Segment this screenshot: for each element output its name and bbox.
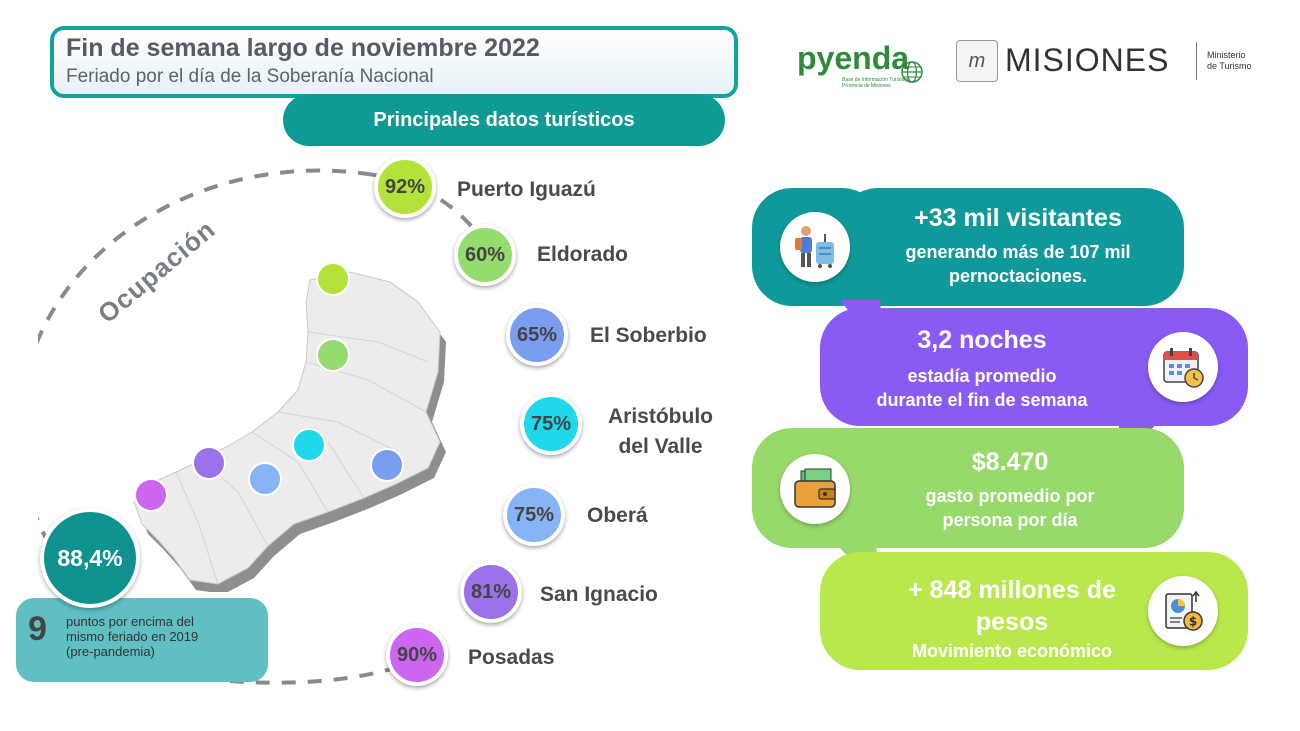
city-name-aristobulo: Aristóbulo del Valle — [608, 402, 713, 462]
nights-subtitle-line-1: estadía promedio — [907, 366, 1057, 386]
map-marker-aristobulo — [292, 428, 326, 462]
map-marker-el-soberbio — [370, 448, 404, 482]
total-occupation: 88,4% — [40, 508, 140, 608]
page-title: Fin de semana largo de noviembre 2022 — [66, 34, 540, 62]
financial-report-icon: $ — [1148, 576, 1218, 646]
pyenda-tagline-line-1: Base de Información Turística — [842, 77, 909, 83]
movement-title-line-1: + 848 millones de — [908, 576, 1116, 604]
map-marker-puerto-iguazu — [316, 262, 350, 296]
city-value-san-ignacio: 81% — [460, 561, 522, 623]
visitors-panel — [838, 188, 1184, 306]
city-name-aristobulo-line-2: del Valle — [618, 435, 703, 458]
spend-title: $8.470 — [971, 448, 1049, 476]
city-value-posadas: 90% — [386, 624, 448, 686]
visitors-title: +33 mil visitantes — [914, 204, 1122, 232]
ministerio-label: Ministerio de Turismo — [1207, 50, 1252, 72]
city-value-obera: 75% — [503, 484, 565, 546]
points-text-line-3: (pre-pandemia) — [66, 644, 155, 659]
globe-icon — [901, 61, 923, 83]
map-marker-posadas — [134, 478, 168, 512]
movement-subtitle: Movimiento económico — [911, 641, 1113, 661]
city-name-aristobulo-line-1: Aristóbulo — [608, 405, 713, 428]
ministerio-line-1: Ministerio — [1207, 50, 1246, 60]
movement-title: + 848 millones de pesos — [862, 574, 1162, 638]
misiones-map — [133, 271, 446, 592]
points-above-text: puntos por encima del mismo feriado en 2… — [66, 614, 266, 659]
city-name-puerto-iguazu: Puerto Iguazú — [457, 178, 596, 201]
ministerio-line-2: de Turismo — [1207, 61, 1252, 71]
misiones-emblem-icon: m — [956, 40, 998, 82]
spend-subtitle-line-1: gasto promedio por — [925, 486, 1095, 506]
city-value-el-soberbio: 65% — [506, 304, 568, 366]
logo-divider — [1196, 42, 1197, 80]
spend-subtitle: gasto promedio por persona por día — [860, 484, 1160, 532]
city-name-el-soberbio: El Soberbio — [590, 324, 707, 347]
city-value-aristobulo: 75% — [520, 393, 582, 455]
city-name-posadas: Posadas — [468, 646, 555, 669]
pyenda-tagline: Base de Información Turística Provincia … — [842, 77, 908, 89]
pyenda-tagline-line-2: Provincia de Misiones — [842, 83, 891, 89]
city-name-obera: Oberá — [587, 504, 648, 527]
city-name-eldorado: Eldorado — [537, 243, 629, 266]
section-heading: Principales datos turísticos — [283, 94, 725, 146]
wallet-icon — [780, 454, 850, 524]
traveler-icon — [780, 212, 850, 282]
visitors-subtitle: generando más de 107 mil pernoctaciones. — [858, 240, 1178, 288]
misiones-logo: MISIONES — [1005, 42, 1170, 78]
comparison-box — [16, 598, 268, 682]
city-value-eldorado: 60% — [454, 224, 516, 286]
points-text-line-2: mismo feriado en 2019 — [66, 629, 199, 644]
movement-title-line-2: pesos — [975, 608, 1049, 636]
nights-title: 3,2 noches — [917, 326, 1047, 354]
page-subtitle: Feriado por el día de la Soberanía Nacio… — [66, 66, 434, 87]
calendar-icon — [1148, 332, 1218, 402]
visitors-subtitle-line-2: pernoctaciones. — [948, 266, 1088, 286]
map-marker-eldorado — [316, 338, 350, 372]
map-marker-san-ignacio — [192, 446, 226, 480]
points-text-line-1: puntos por encima del — [66, 614, 194, 629]
visitors-subtitle-line-1: generando más de 107 mil — [905, 242, 1131, 262]
pyenda-logo: pyenda — [797, 40, 910, 76]
nights-subtitle: estadía promedio durante el fin de seman… — [832, 364, 1132, 412]
svg-text:$: $ — [1189, 615, 1197, 629]
spend-subtitle-line-2: persona por día — [942, 510, 1078, 530]
map-marker-obera — [248, 462, 282, 496]
city-name-san-ignacio: San Ignacio — [540, 583, 658, 606]
nights-subtitle-line-2: durante el fin de semana — [876, 390, 1088, 410]
points-above-number: 9 — [28, 610, 47, 648]
city-value-puerto-iguazu: 92% — [374, 156, 436, 218]
